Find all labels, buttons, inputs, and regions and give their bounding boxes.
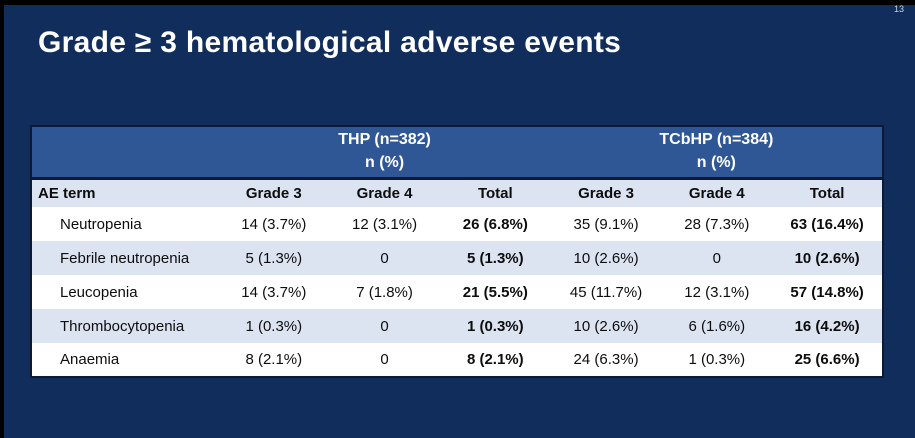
table-cell-total: 5 (1.3%) xyxy=(466,249,524,267)
adverse-events-table: THP (n=382) n (%) TCbHP (n=384) n (%) AE… xyxy=(30,125,884,378)
left-frame-bar xyxy=(0,0,4,438)
column-header-row: AE term Grade 3 Grade 4 Total Grade 3 Gr… xyxy=(31,178,883,207)
column-header-thp-total: Total xyxy=(439,178,551,207)
column-header-thp-grade4: Grade 4 xyxy=(329,178,440,207)
table-cell: 0 xyxy=(380,351,389,368)
group-header-thp: THP (n=382) n (%) xyxy=(218,126,551,180)
table-cell-total: 26 (6.8%) xyxy=(462,215,528,233)
table-cell-total: 63 (16.4%) xyxy=(790,215,864,233)
column-header-ae-term: AE term xyxy=(31,178,219,207)
column-header-tcbhp-grade4: Grade 4 xyxy=(661,178,773,207)
table-cell: 0 xyxy=(380,249,389,267)
table-row-febrile-neutropenia: Febrile neutropenia 5 (1.3%) 0 5 (1.3%) … xyxy=(31,241,883,275)
table-row-thrombocytopenia: Thrombocytopenia 1 (0.3%) 0 1 (0.3%) 10 … xyxy=(31,309,883,343)
table-cell-total: 1 (0.3%) xyxy=(466,317,524,335)
column-header-thp-grade3: Grade 3 xyxy=(218,178,330,207)
ae-term-cell: Neutropenia xyxy=(60,215,142,233)
group-header-thp-arm: THP (n=382) xyxy=(338,131,431,149)
group-header-thp-unit: n (%) xyxy=(365,153,405,171)
ae-term-cell: Leucopenia xyxy=(60,283,138,301)
table-cell-total: 57 (14.8%) xyxy=(790,283,864,301)
ae-term-cell: Febrile neutropenia xyxy=(60,249,190,267)
table-cell: 0 xyxy=(380,317,389,335)
table-row-leucopenia: Leucopenia 14 (3.7%) 7 (1.8%) 21 (5.5%) … xyxy=(31,275,883,309)
table-cell: 12 (3.1%) xyxy=(684,283,750,301)
table-cell-total: 10 (2.6%) xyxy=(794,249,860,267)
table-cell: 12 (3.1%) xyxy=(352,215,418,233)
table-cell-total: 16 (4.2%) xyxy=(794,317,860,335)
ae-term-cell: Thrombocytopenia xyxy=(60,317,185,335)
table-cell: 6 (1.6%) xyxy=(688,317,746,335)
table-cell: 5 (1.3%) xyxy=(245,249,303,267)
table-cell: 8 (2.1%) xyxy=(245,351,303,368)
table-cell: 14 (3.7%) xyxy=(241,283,307,301)
table-cell: 14 (3.7%) xyxy=(241,215,307,233)
table-row-anaemia: Anaemia 8 (2.1%) 0 8 (2.1%) 24 (6.3%) 1 … xyxy=(31,343,883,377)
table-cell: 0 xyxy=(712,249,721,267)
table-cell: 10 (2.6%) xyxy=(573,317,639,335)
table-cell: 7 (1.8%) xyxy=(356,283,413,301)
table-row-neutropenia: Neutropenia 14 (3.7%) 12 (3.1%) 26 (6.8%… xyxy=(31,207,883,241)
group-header-tcbhp-unit: n (%) xyxy=(696,153,736,171)
top-frame-bar xyxy=(0,0,915,5)
table-cell: 1 (0.3%) xyxy=(688,351,746,368)
group-header-tcbhp-arm: TCbHP (n=384) xyxy=(659,131,774,149)
table-cell: 28 (7.3%) xyxy=(684,215,750,233)
table-cell: 35 (9.1%) xyxy=(573,215,639,233)
table-cell: 10 (2.6%) xyxy=(573,249,639,267)
group-header-row: THP (n=382) n (%) TCbHP (n=384) n (%) xyxy=(31,126,883,180)
table-cell-total: 21 (5.5%) xyxy=(462,283,528,301)
group-header-spacer xyxy=(31,126,219,180)
ae-term-cell: Anaemia xyxy=(60,351,120,368)
page-number: 13 xyxy=(893,4,904,14)
table-cell: 24 (6.3%) xyxy=(573,351,639,368)
table-cell-total: 8 (2.1%) xyxy=(466,351,524,368)
slide-title: Grade ≥ 3 hematological adverse events xyxy=(38,26,622,59)
table-cell: 1 (0.3%) xyxy=(245,317,303,335)
column-header-tcbhp-total: Total xyxy=(772,178,883,207)
table-cell: 45 (11.7%) xyxy=(569,283,643,301)
group-header-tcbhp: TCbHP (n=384) n (%) xyxy=(550,126,883,180)
table-cell-total: 25 (6.6%) xyxy=(794,351,860,368)
column-header-tcbhp-grade3: Grade 3 xyxy=(550,178,662,207)
